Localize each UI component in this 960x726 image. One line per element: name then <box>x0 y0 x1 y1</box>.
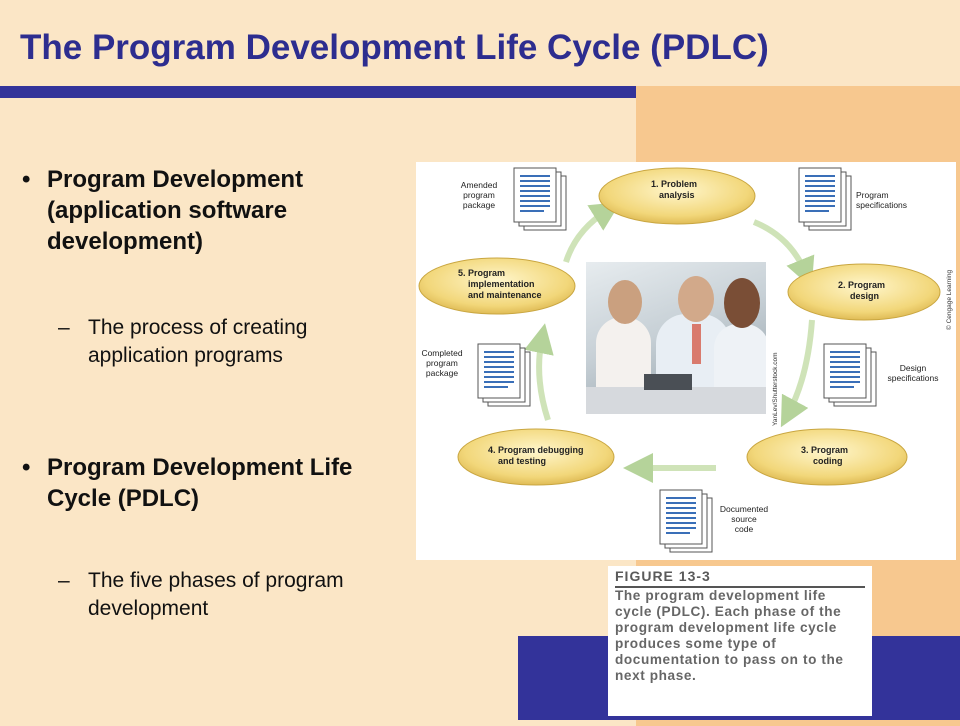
caption-text: The program development life cycle (PDLC… <box>615 588 844 683</box>
subbullet-marker: – <box>58 569 70 592</box>
subbullet-text: The process of creating application prog… <box>88 316 308 367</box>
phase-label-5: 5. Program implementation and maintenance <box>458 268 542 300</box>
doc-label-program-specs: Program specifications <box>856 190 908 210</box>
document-stack-icon <box>659 489 713 553</box>
subbullet-text: The five phases of program development <box>88 569 344 620</box>
doc-label-completed-package: Completed program package <box>421 348 463 378</box>
bullet-marker: • <box>22 166 31 193</box>
cycle-arrow <box>524 323 554 421</box>
figure-caption: FIGURE 13-3 The program development life… <box>608 566 872 716</box>
document-stack-icon <box>513 167 567 231</box>
photo-credit: YanLev/Shutterstock.com <box>772 352 779 426</box>
bullet-text: Program Development (application softwar… <box>47 166 304 255</box>
phase-label-1: 1. Problem analysis <box>651 179 698 200</box>
phase-label-4: 4. Program debugging and testing <box>488 445 584 466</box>
copyright-notice: © Cengage Learning <box>946 269 953 330</box>
subbullet-marker: – <box>58 316 70 339</box>
phase-ellipse-2 <box>787 263 941 321</box>
doc-label-source-code: Documented source code <box>719 504 769 534</box>
slide-title: The Program Development Life Cycle (PDLC… <box>20 28 769 67</box>
bullet-text: Program Development Life Cycle (PDLC) <box>47 454 353 512</box>
bullet-marker: • <box>22 454 31 481</box>
phase-label-3: 3. Program coding <box>801 445 849 466</box>
doc-label-design-specs: Design specifications <box>887 363 939 383</box>
phase-ellipse-3 <box>746 428 908 486</box>
cycle-arrow <box>780 319 815 428</box>
pdlc-figure: 1. Problem analysis 2. Program design 3. P… <box>416 162 956 560</box>
document-stack-icon <box>798 167 852 231</box>
document-stack-icon <box>477 343 531 407</box>
pdlc-cycle-graphic <box>418 167 941 553</box>
phase-label-2: 2. Program design <box>838 280 886 301</box>
team-photo <box>586 262 766 414</box>
cycle-arrow <box>752 219 815 288</box>
phase-ellipse-4 <box>457 428 615 486</box>
phase-ellipse-1 <box>598 167 756 225</box>
caption-divider <box>615 586 865 588</box>
cycle-arrow <box>563 202 621 263</box>
doc-label-amended-package: Amended program package <box>460 180 498 210</box>
caption-heading: FIGURE 13-3 <box>615 568 711 584</box>
document-stack-icon <box>823 343 877 407</box>
title-underline-bar <box>0 86 636 98</box>
phase-ellipse-5 <box>418 257 576 315</box>
